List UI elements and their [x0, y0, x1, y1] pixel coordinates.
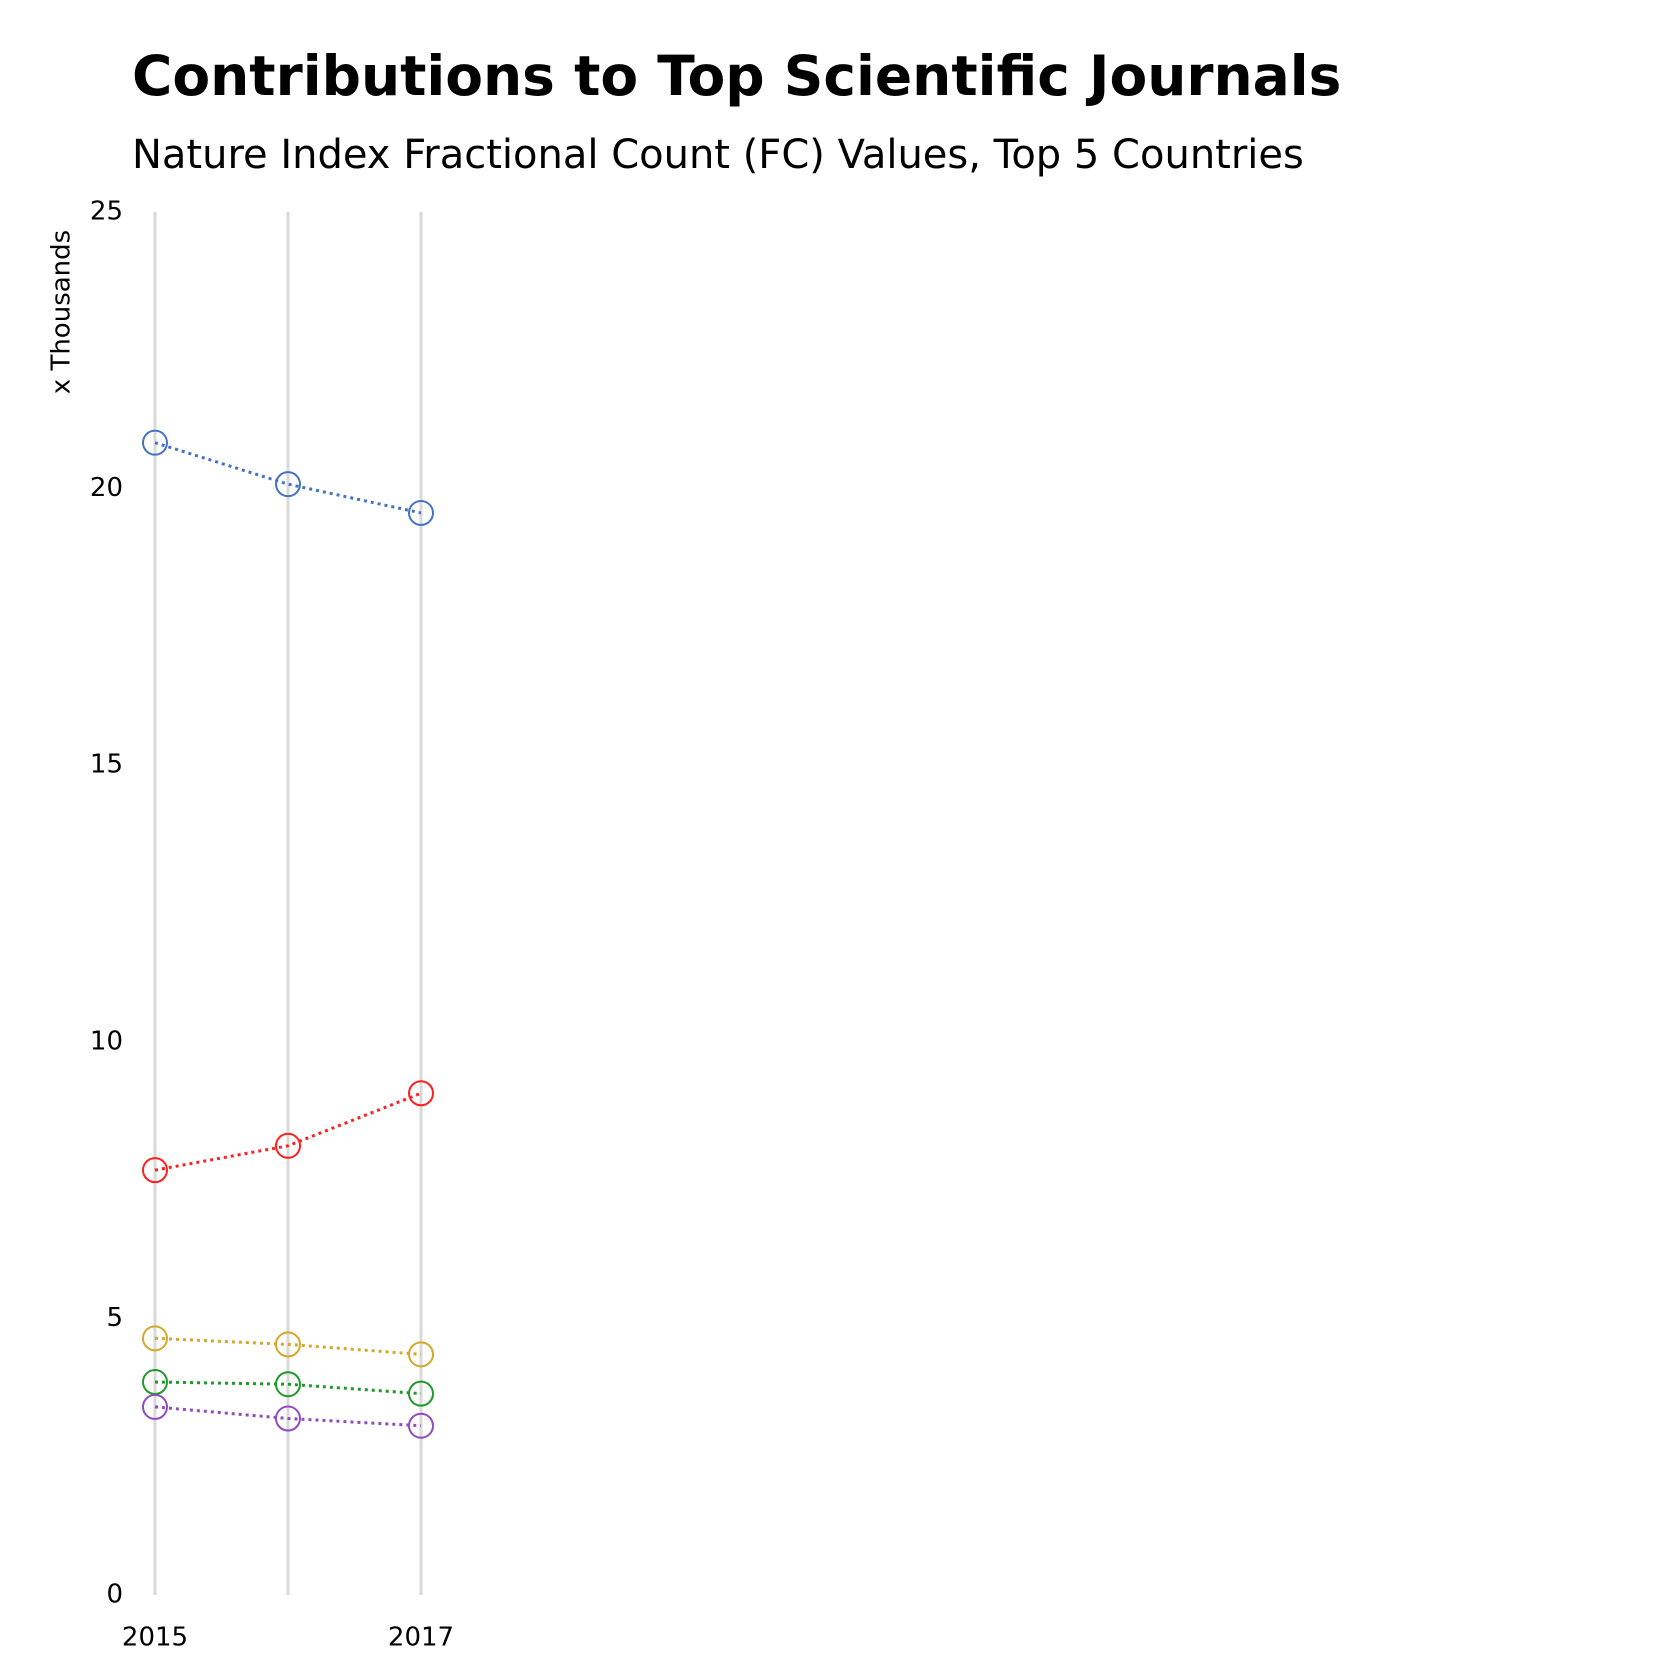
- point-marker: [275, 1405, 301, 1432]
- y-tick-label: 10: [90, 1026, 123, 1056]
- chart-subtitle: Nature Index Fractional Count (FC) Value…: [132, 132, 1304, 178]
- y-tick-label: 20: [90, 473, 123, 503]
- y-tick-label: 5: [106, 1303, 123, 1333]
- x-tick-label: 2017: [388, 1623, 454, 1653]
- point-marker: [408, 1080, 434, 1107]
- point-marker: [142, 1157, 168, 1184]
- point-marker: [408, 1341, 434, 1368]
- point-marker: [408, 499, 434, 526]
- y-tick-label: 15: [90, 750, 123, 780]
- chart-title: Contributions to Top Scientific Journals: [132, 44, 1341, 108]
- point-marker: [275, 471, 301, 498]
- point-marker: [142, 429, 168, 456]
- point-marker: [142, 1393, 168, 1420]
- series-line: [154, 1091, 422, 1172]
- series-line: [154, 1336, 422, 1356]
- x-tick-label: 2015: [122, 1623, 188, 1653]
- point-marker: [275, 1331, 301, 1358]
- series-line: [154, 1405, 422, 1428]
- point-marker: [408, 1412, 434, 1439]
- point-marker: [275, 1371, 301, 1398]
- point-marker: [142, 1325, 168, 1352]
- point-marker: [408, 1380, 434, 1407]
- y-tick-label: 0: [106, 1580, 123, 1610]
- series-line: [154, 1380, 422, 1396]
- y-axis-title: x Thousands: [47, 230, 77, 394]
- y-tick-label: 25: [90, 197, 123, 227]
- point-marker: [275, 1132, 301, 1159]
